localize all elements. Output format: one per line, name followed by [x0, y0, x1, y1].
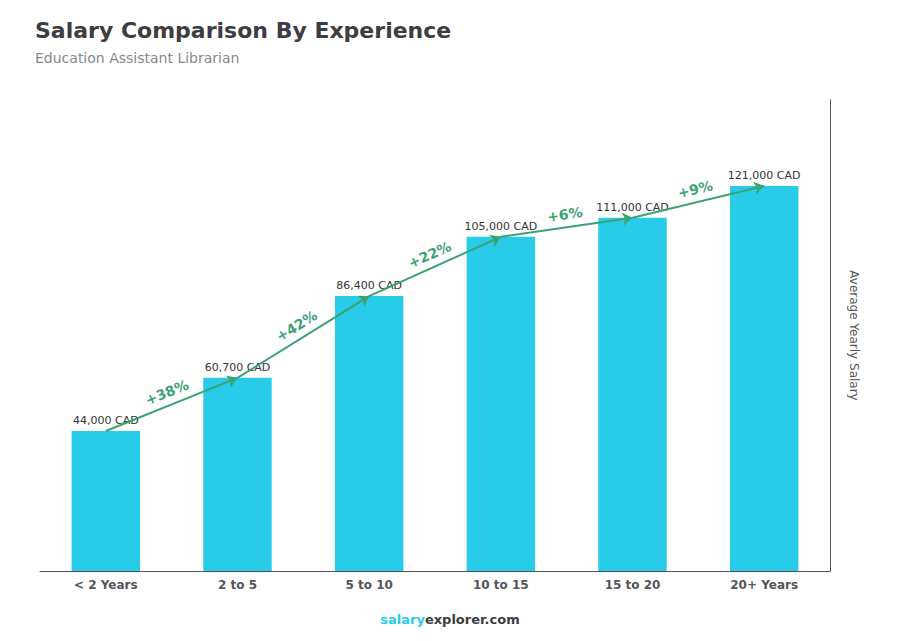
- svg-text:+9%: +9%: [676, 177, 714, 201]
- svg-text:44,000 CAD: 44,000 CAD: [73, 414, 139, 427]
- svg-text:Average Yearly Salary: Average Yearly Salary: [847, 270, 861, 400]
- svg-text:60,700 CAD: 60,700 CAD: [204, 360, 271, 374]
- svg-text:86,400 CAD: 86,400 CAD: [336, 279, 402, 292]
- svg-text:explorer.com: explorer.com: [425, 612, 520, 627]
- svg-text:121,000 CAD: 121,000 CAD: [728, 169, 801, 182]
- svg-text:Salary Comparison By Experienc: Salary Comparison By Experience: [35, 18, 451, 43]
- svg-text:+38%: +38%: [143, 376, 191, 408]
- svg-text:105,000 CAD: 105,000 CAD: [464, 220, 537, 233]
- svg-text:15 to 20: 15 to 20: [605, 578, 661, 592]
- svg-text:2 to 5: 2 to 5: [218, 578, 257, 592]
- svg-text:5 to 10: 5 to 10: [345, 578, 392, 592]
- svg-text:111,000 CAD: 111,000 CAD: [596, 200, 669, 214]
- svg-text:20+ Years: 20+ Years: [730, 578, 798, 592]
- svg-text:+42%: +42%: [273, 307, 320, 344]
- svg-text:salary: salary: [380, 612, 425, 627]
- svg-text:Education Assistant Librarian: Education Assistant Librarian: [35, 50, 239, 66]
- svg-text:< 2 Years: < 2 Years: [74, 578, 138, 592]
- svg-text:+22%: +22%: [406, 238, 454, 271]
- svg-text:+6%: +6%: [546, 204, 583, 225]
- svg-text:10 to 15: 10 to 15: [473, 578, 529, 592]
